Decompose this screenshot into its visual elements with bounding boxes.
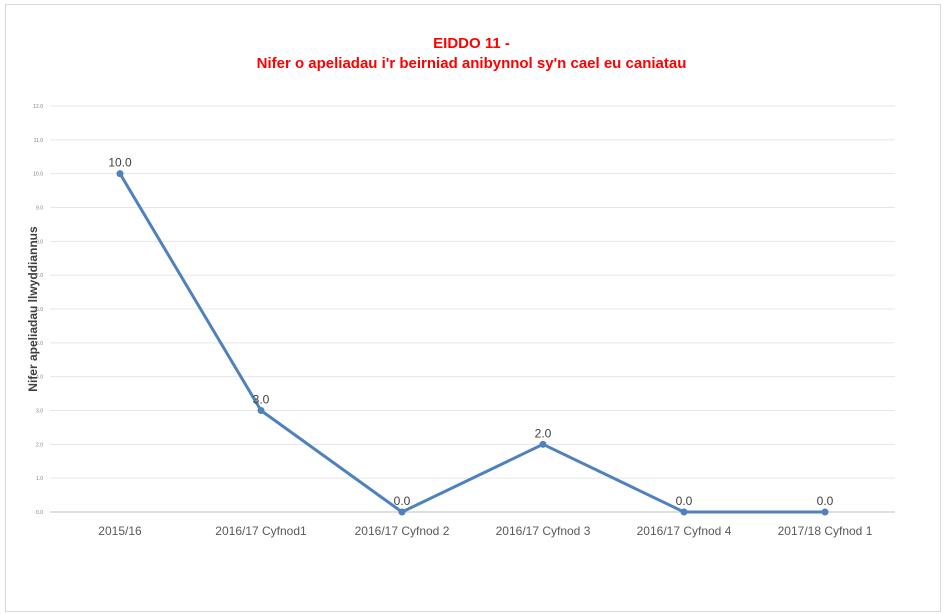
y-tick-label: 1.0: [36, 476, 43, 482]
y-tick-label: 11.0: [34, 138, 44, 144]
y-tick-label: 3.0: [36, 409, 43, 415]
data-label: 0.0: [394, 494, 411, 508]
data-label: 0.0: [817, 494, 834, 508]
y-tick-label: 4.0: [36, 375, 43, 381]
data-point: [821, 508, 829, 516]
chart-title: EIDDO 11 - Nifer o apeliadau i'r beirnia…: [0, 34, 943, 74]
data-point: [680, 508, 688, 516]
series-line: [118, 172, 827, 514]
y-tick-label: 8.0: [36, 239, 43, 245]
data-label: 0.0: [676, 494, 693, 508]
y-tick-label: 0.0: [36, 510, 43, 516]
data-point: [116, 170, 124, 178]
x-tick-label: 2015/16: [98, 524, 142, 538]
x-tick-label: 2017/18 Cyfnod 1: [778, 524, 873, 538]
data-point: [539, 440, 547, 448]
y-tick-label: 2.0: [36, 442, 43, 448]
x-tick-label: 2016/17 Cyfnod1: [215, 524, 307, 538]
data-point: [257, 407, 265, 414]
chart-title-line-1: EIDDO 11 -: [433, 35, 510, 52]
y-axis-title: Nifer apeliadau llwyddiannus: [26, 226, 40, 392]
y-tick-label: 12.0: [33, 104, 43, 110]
y-tick-label: 7.0: [36, 273, 43, 279]
data-label: 3.0: [253, 393, 270, 407]
chart-title-line-2: Nifer o apeliadau i'r beirniad anibynnol…: [256, 55, 687, 72]
data-point: [398, 508, 406, 516]
y-tick-label: 5.0: [36, 341, 43, 347]
x-tick-label: 2016/17 Cyfnod 2: [355, 524, 450, 538]
y-tick-label: 10.0: [33, 172, 43, 178]
x-tick-label: 2016/17 Cyfnod 3: [496, 524, 591, 538]
data-label: 10.0: [108, 156, 132, 170]
y-tick-label: 6.0: [36, 307, 43, 313]
data-label: 2.0: [535, 426, 552, 440]
y-tick-label: 9.0: [36, 206, 43, 212]
x-tick-label: 2016/17 Cyfnod 4: [637, 524, 732, 538]
